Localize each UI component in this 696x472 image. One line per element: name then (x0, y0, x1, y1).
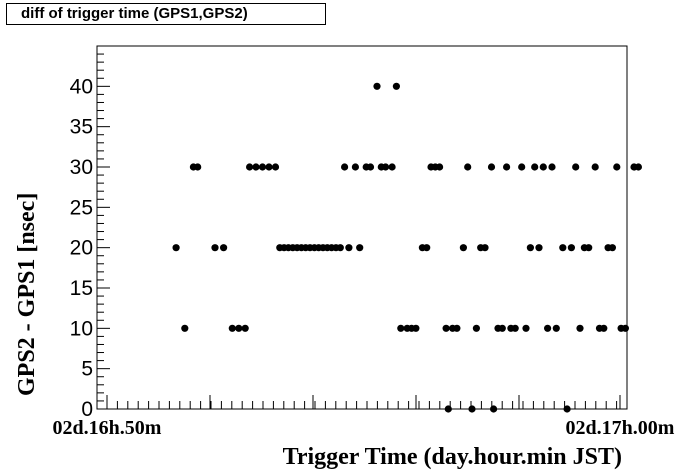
data-point (336, 244, 344, 252)
data-point (464, 163, 472, 171)
plot-frame-rect (96, 45, 628, 410)
data-point (366, 163, 375, 171)
data-point (423, 244, 431, 252)
axis-labels: Trigger Time (day.hour.min JST) GPS2 - G… (14, 193, 622, 470)
data-point (552, 324, 560, 332)
data-point (453, 324, 461, 332)
y-tick-label: 25 (70, 196, 93, 219)
data-point (548, 163, 556, 171)
data-point (490, 405, 498, 413)
data-point (539, 163, 547, 171)
data-point (436, 163, 444, 171)
data-point (228, 324, 236, 332)
data-point (600, 324, 608, 332)
data-point (271, 163, 280, 171)
data-point (481, 244, 489, 252)
y-tick-label: 35 (70, 116, 93, 139)
data-point (468, 405, 476, 413)
x-tick-label-start: 02d.16h.50m (53, 417, 162, 439)
data-point (585, 244, 593, 252)
y-axis-ticks: 0 5 10 15 20 25 30 35 40 (70, 45, 110, 421)
data-point (220, 244, 228, 252)
y-tick-label: 10 (70, 317, 93, 340)
data-point (194, 163, 202, 171)
data-point (345, 244, 353, 252)
data-point (356, 244, 364, 252)
data-point (567, 244, 576, 252)
data-point (518, 163, 526, 171)
data-point (531, 163, 539, 171)
data-point (472, 324, 480, 332)
data-point (241, 324, 249, 332)
data-point (172, 244, 180, 252)
x-axis-title: Trigger Time (day.hour.min JST) (283, 444, 622, 470)
data-point (634, 163, 643, 171)
data-point (503, 163, 511, 171)
data-point (522, 324, 530, 332)
x-axis-ticks: 02d.16h.50m 02d.17h.00m (53, 395, 675, 439)
data-points (172, 82, 643, 413)
data-point (397, 324, 405, 332)
data-point (608, 244, 617, 252)
data-point (498, 324, 506, 332)
data-point (444, 405, 452, 413)
data-point (252, 163, 260, 171)
data-point (246, 163, 254, 171)
data-point (526, 244, 535, 252)
data-point (341, 163, 349, 171)
data-point (412, 324, 420, 332)
data-point (265, 163, 273, 171)
data-point (613, 163, 621, 171)
data-point (258, 163, 267, 171)
data-point (535, 244, 543, 252)
data-point (382, 163, 390, 171)
data-point (576, 324, 584, 332)
data-point (572, 163, 580, 171)
y-tick-label: 20 (70, 237, 93, 260)
data-point (235, 324, 243, 332)
data-point (373, 82, 381, 90)
data-point (511, 324, 519, 332)
x-tick-label-end: 02d.17h.00m (566, 417, 675, 439)
y-tick-label: 40 (70, 75, 93, 98)
data-point (591, 163, 599, 171)
data-point (392, 82, 400, 90)
y-tick-label: 30 (70, 156, 93, 179)
y-tick-label: 15 (70, 277, 93, 300)
y-tick-label: 5 (81, 358, 93, 381)
y-axis-title: GPS2 - GPS1 [nsec] (14, 193, 40, 396)
data-point (211, 244, 219, 252)
data-point (563, 405, 571, 413)
data-point (388, 163, 396, 171)
data-point (544, 324, 552, 332)
data-point (487, 163, 496, 171)
chart-title: diff of trigger time (GPS1,GPS2) (6, 3, 326, 25)
data-point (559, 244, 567, 252)
y-tick-label: 0 (81, 398, 93, 421)
plot-frame (96, 45, 628, 410)
data-point (442, 324, 450, 332)
data-point (459, 244, 467, 252)
data-point (351, 163, 359, 171)
data-point (621, 324, 630, 332)
data-point (181, 324, 189, 332)
